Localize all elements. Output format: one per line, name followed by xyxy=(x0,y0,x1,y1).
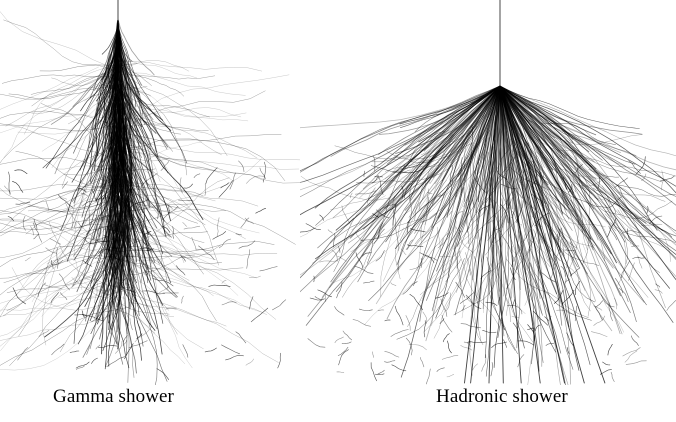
gamma-shower-caption: Gamma shower xyxy=(53,386,174,407)
hadronic-shower-tracks xyxy=(300,0,676,385)
hadronic-shower-caption: Hadronic shower xyxy=(436,386,568,407)
hadronic-shower-image xyxy=(300,0,676,385)
gamma-shower-image xyxy=(0,0,300,385)
gamma-shower-tracks xyxy=(0,0,300,385)
